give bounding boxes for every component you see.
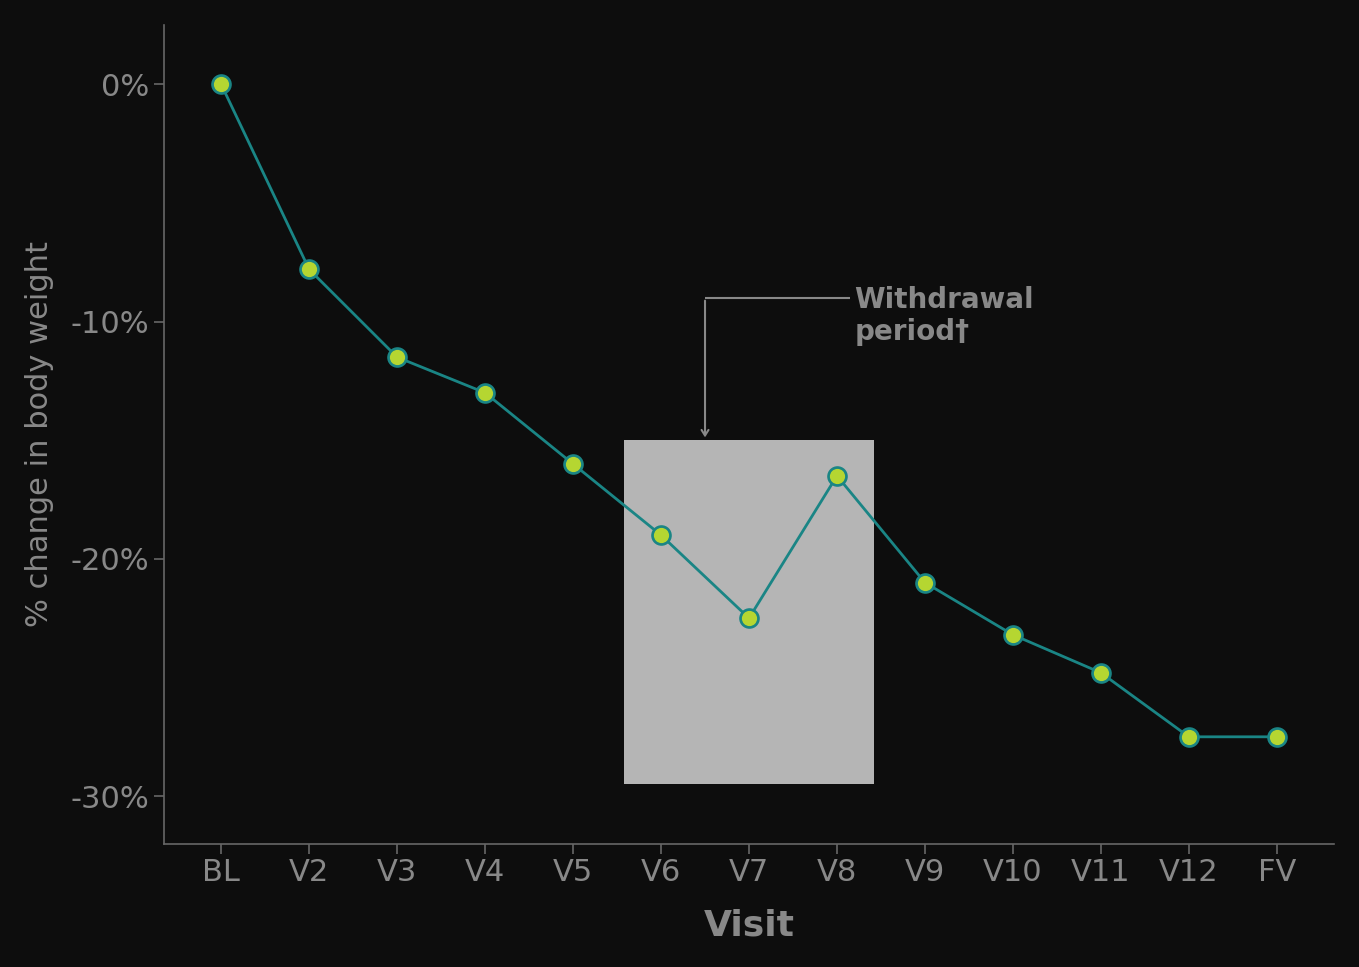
Point (474, 385, 496, 400)
Point (650, 527, 671, 542)
Point (1178, 729, 1200, 745)
Bar (624, 440, 874, 784)
Point (211, 76, 232, 92)
Point (915, 574, 936, 590)
Point (563, 456, 584, 472)
Point (298, 262, 319, 278)
Point (386, 349, 408, 365)
Point (1267, 729, 1288, 745)
Point (738, 610, 760, 626)
Point (211, 76, 232, 92)
Point (650, 527, 671, 542)
Point (563, 456, 584, 472)
Point (1178, 729, 1200, 745)
Point (1090, 665, 1112, 681)
Point (1002, 627, 1023, 642)
Point (826, 468, 848, 484)
Text: Withdrawal
period†: Withdrawal period† (855, 286, 1034, 346)
Point (1090, 665, 1112, 681)
X-axis label: Visit: Visit (704, 908, 795, 942)
Point (826, 468, 848, 484)
Point (738, 610, 760, 626)
Point (915, 574, 936, 590)
Y-axis label: % change in body weight: % change in body weight (24, 242, 54, 628)
Point (1002, 627, 1023, 642)
Point (386, 349, 408, 365)
Point (474, 385, 496, 400)
Point (1267, 729, 1288, 745)
Point (298, 262, 319, 278)
